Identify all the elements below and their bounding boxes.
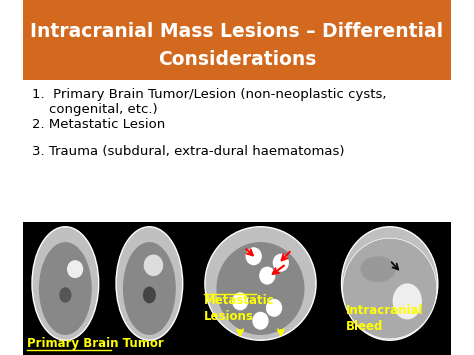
Ellipse shape [342,227,438,340]
Bar [23,80,451,355]
Text: Intracranial
Bleed: Intracranial Bleed [346,304,424,333]
Ellipse shape [143,286,156,303]
Circle shape [252,312,269,330]
Ellipse shape [360,256,395,282]
Ellipse shape [352,242,428,335]
Text: 3. Trauma (subdural, extra-dural haematomas): 3. Trauma (subdural, extra-dural haemato… [32,145,345,158]
Ellipse shape [217,242,304,335]
Text: Primary Brain Tumor: Primary Brain Tumor [27,337,164,350]
Text: 2. Metastatic Lesion: 2. Metastatic Lesion [32,118,165,131]
Circle shape [144,255,163,276]
Text: Intracranial Mass Lesions – Differential: Intracranial Mass Lesions – Differential [30,22,444,41]
Circle shape [232,293,248,310]
Circle shape [266,299,282,317]
Ellipse shape [59,287,72,303]
Circle shape [67,260,83,278]
Bar [23,222,451,355]
Circle shape [273,254,289,272]
Bar [23,0,451,80]
Ellipse shape [392,283,422,320]
Circle shape [246,247,262,265]
Text: Metastatic
Lesions: Metastatic Lesions [203,294,274,323]
Ellipse shape [343,238,437,339]
Ellipse shape [123,242,176,335]
Text: 1.  Primary Brain Tumor/Lesion (non-neoplastic cysts,
    congenital, etc.): 1. Primary Brain Tumor/Lesion (non-neopl… [32,88,386,116]
Circle shape [259,267,275,285]
Ellipse shape [39,242,92,335]
Ellipse shape [32,227,99,340]
Ellipse shape [205,227,316,340]
Ellipse shape [116,227,182,340]
Text: Considerations: Considerations [158,50,316,69]
